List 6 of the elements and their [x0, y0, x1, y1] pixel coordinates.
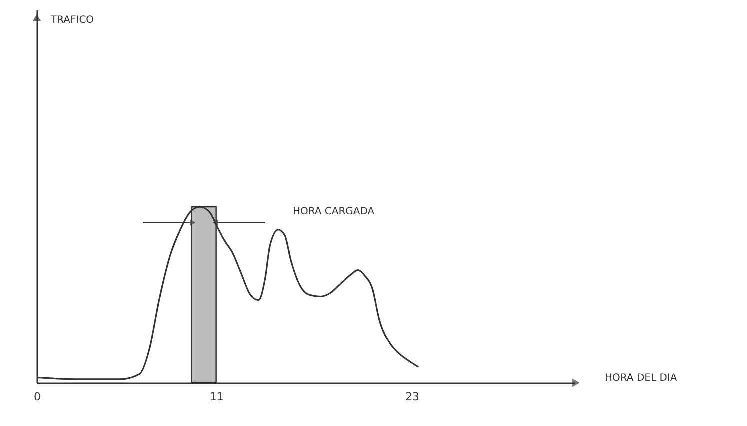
band-label: HORA CARGADA	[292, 206, 375, 218]
x-tick-label: 23	[405, 390, 420, 404]
x-tick-label: 0	[34, 390, 41, 404]
text: TRAFICO	[50, 15, 94, 26]
x-tick-label: 11	[210, 390, 224, 404]
x-axis-title: HORA DEL DIA	[605, 373, 678, 384]
